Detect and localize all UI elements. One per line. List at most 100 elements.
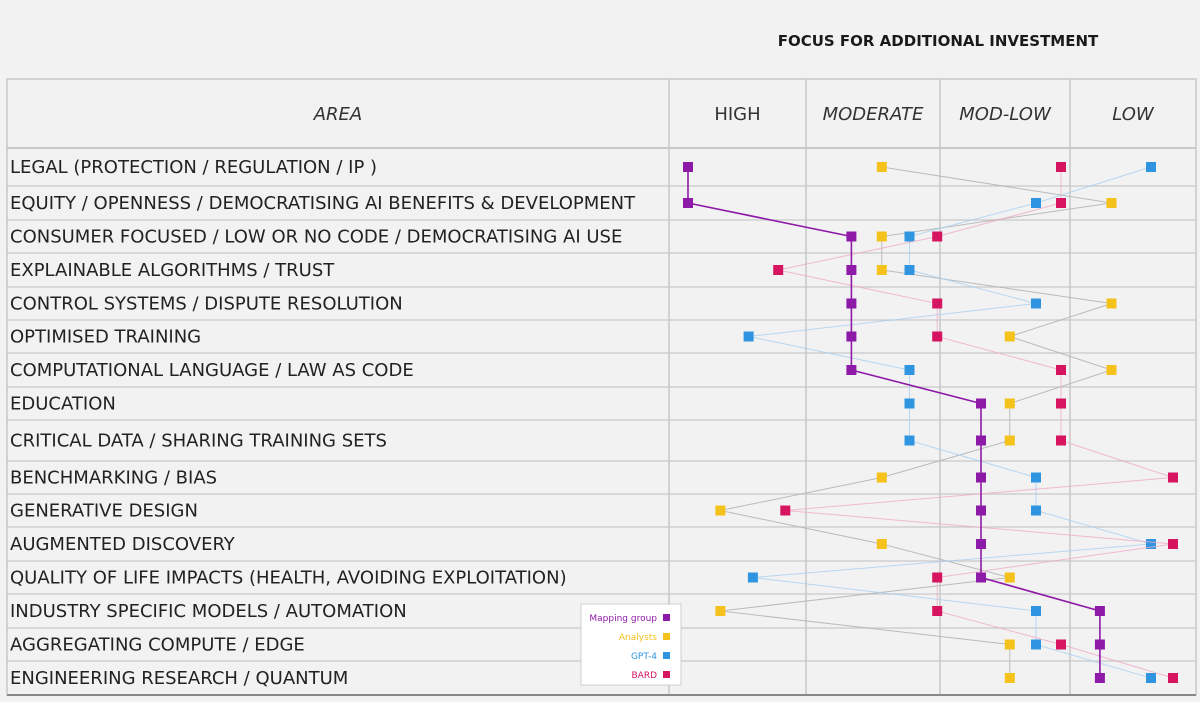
series-line-analysts — [720, 166, 1114, 678]
row-label: EXPLAINABLE ALGORITHMS / TRUST — [10, 260, 335, 281]
column-header-low: LOW — [1112, 104, 1155, 125]
point-bard — [1056, 162, 1066, 172]
point-gpt-4 — [1146, 673, 1156, 683]
point-gpt-4 — [904, 365, 915, 375]
point-bard — [1056, 639, 1066, 650]
row-label: BENCHMARKING / BIAS — [10, 468, 217, 489]
point-analysts — [876, 472, 887, 483]
point-mapping-group — [976, 398, 986, 409]
point-bard — [1168, 673, 1178, 683]
point-mapping-group — [683, 162, 693, 172]
point-analysts — [1004, 331, 1015, 342]
point-analysts — [715, 505, 726, 516]
point-analysts — [1004, 673, 1015, 683]
point-mapping-group — [976, 505, 986, 516]
point-analysts — [1106, 298, 1117, 309]
row-label: AUGMENTED DISCOVERY — [10, 534, 236, 555]
point-analysts — [1004, 435, 1015, 446]
series-gpt-4 — [743, 162, 1156, 683]
point-analysts — [715, 606, 726, 616]
point-bard — [1056, 435, 1066, 446]
area-column-header: AREA — [313, 104, 363, 125]
point-gpt-4 — [904, 435, 915, 446]
point-bard — [1056, 398, 1066, 409]
point-analysts — [1106, 198, 1117, 208]
point-mapping-group — [846, 365, 857, 375]
series-mapping-group — [683, 162, 1105, 683]
point-gpt-4 — [904, 231, 915, 242]
legend-swatch — [663, 614, 670, 621]
point-mapping-group — [846, 331, 857, 342]
series-layer — [683, 162, 1178, 683]
legend: Mapping group Analysts GPT-4 BARD — [580, 603, 682, 686]
row-label: ENGINEERING RESEARCH / QUANTUM — [10, 668, 348, 689]
column-headers: HIGH MODERATE MOD-LOW LOW — [714, 104, 1155, 125]
row-labels: LEGAL (PROTECTION / REGULATION / IP ) EQU… — [10, 157, 636, 689]
row-label: EQUITY / OPENNESS / DEMOCRATISING AI BEN… — [10, 193, 636, 214]
point-analysts — [876, 162, 887, 172]
series-line-gpt-4 — [748, 166, 1152, 679]
chart-title: FOCUS FOR ADDITIONAL INVESTMENT — [778, 32, 1099, 50]
point-analysts — [1004, 572, 1015, 583]
point-mapping-group — [846, 265, 857, 275]
point-gpt-4 — [1031, 472, 1041, 483]
point-analysts — [876, 231, 887, 242]
point-bard — [773, 265, 784, 275]
row-label: EDUCATION — [10, 394, 116, 415]
point-analysts — [876, 539, 887, 549]
row-label: GENERATIVE DESIGN — [10, 501, 198, 522]
point-analysts — [1106, 365, 1117, 375]
point-mapping-group — [1094, 606, 1105, 616]
point-gpt-4 — [743, 331, 754, 342]
point-bard — [932, 231, 943, 242]
legend-label: Mapping group — [589, 614, 657, 624]
point-bard — [1056, 198, 1066, 208]
point-gpt-4 — [1031, 606, 1041, 616]
point-mapping-group — [1094, 673, 1105, 683]
legend-label: GPT-4 — [631, 652, 657, 662]
series-line-mapping-group — [687, 167, 1101, 678]
series-analysts — [715, 162, 1117, 683]
point-mapping-group — [1094, 639, 1105, 650]
point-bard — [1168, 472, 1178, 483]
legend-swatch — [663, 652, 670, 659]
point-mapping-group — [976, 572, 986, 583]
row-label: CRITICAL DATA / SHARING TRAINING SETS — [10, 431, 387, 452]
point-mapping-group — [976, 472, 986, 483]
point-gpt-4 — [1031, 198, 1041, 208]
series-line-bard — [778, 167, 1174, 679]
point-analysts — [1004, 398, 1015, 409]
point-bard — [932, 331, 943, 342]
point-bard — [932, 572, 943, 583]
point-gpt-4 — [1031, 505, 1041, 516]
point-gpt-4 — [747, 572, 758, 583]
legend-swatch — [663, 633, 670, 640]
point-bard — [1056, 365, 1066, 375]
row-label: INDUSTRY SPECIFIC MODELS / AUTOMATION — [10, 601, 407, 622]
row-label: QUALITY OF LIFE IMPACTS (HEALTH, AVOIDIN… — [10, 568, 567, 589]
point-gpt-4 — [904, 265, 915, 275]
row-label: OPTIMISED TRAINING — [10, 327, 201, 348]
point-mapping-group — [846, 298, 857, 309]
point-bard — [1168, 539, 1178, 549]
column-header-mod-low: MOD-LOW — [959, 104, 1052, 125]
point-analysts — [876, 265, 887, 275]
row-label: CONSUMER FOCUSED / LOW OR NO CODE / DEMO… — [10, 227, 622, 248]
point-mapping-group — [683, 198, 693, 208]
legend-label: Analysts — [619, 633, 657, 643]
column-header-high: HIGH — [714, 104, 760, 125]
point-gpt-4 — [1031, 639, 1041, 650]
point-mapping-group — [846, 231, 857, 242]
point-gpt-4 — [1031, 298, 1041, 309]
column-header-moderate: MODERATE — [823, 104, 924, 125]
point-mapping-group — [976, 539, 986, 549]
point-bard — [780, 505, 791, 516]
point-mapping-group — [976, 435, 986, 446]
point-gpt-4 — [1146, 539, 1156, 549]
point-bard — [932, 298, 943, 309]
point-bard — [932, 606, 943, 616]
point-gpt-4 — [1146, 162, 1156, 172]
legend-label: BARD — [631, 671, 657, 681]
row-label: CONTROL SYSTEMS / DISPUTE RESOLUTION — [10, 294, 403, 315]
